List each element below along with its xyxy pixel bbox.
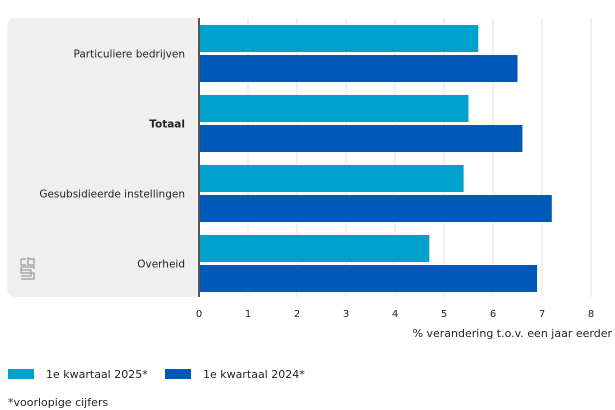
- x-tick-label: 3: [343, 309, 349, 320]
- legend-item-2024: 1e kwartaal 2024*: [165, 367, 305, 381]
- category-label: Totaal: [149, 119, 185, 131]
- bar-particuliere-bedrijven-series-0: [199, 25, 479, 52]
- legend-swatch-2024: [165, 369, 191, 379]
- bar-totaal-series-1: [199, 125, 523, 152]
- x-tick-label: 0: [196, 309, 202, 320]
- legend-label-2025: 1e kwartaal 2025*: [46, 367, 148, 381]
- x-tick-label: 5: [441, 309, 447, 320]
- bar-overheid-series-0: [199, 235, 430, 262]
- category-labels: Particuliere bedrijven Totaal Gesubsidieer…: [39, 49, 185, 271]
- bar-chart: Particuliere bedrijven Totaal Gesubsidieer…: [20, 18, 613, 340]
- x-tick-label: 4: [392, 309, 398, 320]
- x-tick-label: 2: [294, 309, 300, 320]
- legend-item-2025: 1e kwartaal 2025*: [8, 367, 148, 381]
- bar-gesubsidieerde-instellingen-series-1: [199, 195, 552, 222]
- x-tick-label: 1: [245, 309, 251, 320]
- footnote: *voorlopige cijfers: [8, 396, 109, 409]
- x-axis-title: % verandering t.o.v. een jaar eerder: [413, 327, 613, 340]
- x-tick-label: 7: [539, 309, 545, 320]
- legend-swatch-2025: [8, 369, 34, 379]
- bars: [199, 25, 552, 292]
- bar-totaal-series-0: [199, 95, 469, 122]
- x-tick-label: 8: [588, 309, 594, 320]
- legend-label-2024: 1e kwartaal 2024*: [203, 367, 305, 381]
- cbs-logo-icon: [20, 257, 35, 280]
- category-panel: [7, 18, 200, 297]
- bar-particuliere-bedrijven-series-1: [199, 55, 518, 82]
- bar-overheid-series-1: [199, 265, 538, 292]
- category-label: Gesubsidieerde instellingen: [39, 189, 185, 201]
- category-label: Particuliere bedrijven: [73, 49, 185, 61]
- category-label: Overheid: [137, 259, 185, 271]
- x-tick-labels: 0 1 2 3 4 5 6 7 8: [196, 309, 594, 320]
- x-tick-label: 6: [490, 309, 496, 320]
- bar-gesubsidieerde-instellingen-series-0: [199, 165, 464, 192]
